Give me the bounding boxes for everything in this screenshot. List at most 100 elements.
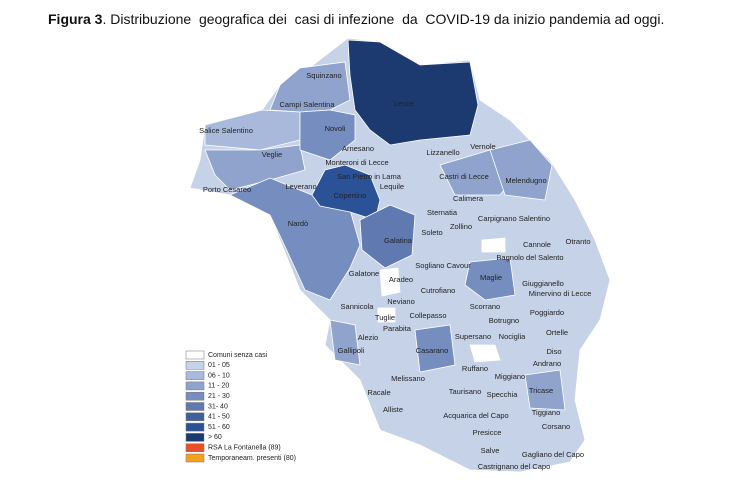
town-label: Sannicola bbox=[341, 302, 375, 311]
town-label: Vernole bbox=[470, 142, 495, 151]
town-label: Ortelle bbox=[546, 328, 568, 337]
legend-swatch bbox=[185, 422, 205, 432]
legend-label: 21 - 30 bbox=[208, 393, 230, 400]
town-label: Lizzanello bbox=[426, 148, 459, 157]
town-label: Otranto bbox=[565, 237, 590, 246]
town-label: Alliste bbox=[383, 405, 403, 414]
town-label: Tricase bbox=[529, 386, 553, 395]
town-label: San Pietro in Lama bbox=[337, 172, 402, 181]
town-label: Aradeo bbox=[389, 275, 413, 284]
legend-label: 01 - 05 bbox=[208, 362, 230, 369]
legend-label: 06 - 10 bbox=[208, 372, 230, 379]
town-label: Tuglie bbox=[375, 313, 395, 322]
town-label: Supersano bbox=[455, 332, 491, 341]
town-label: Miggiano bbox=[495, 372, 525, 381]
legend-swatch bbox=[185, 402, 205, 411]
town-label: Alezio bbox=[358, 333, 378, 342]
town-label: Nardò bbox=[288, 219, 308, 228]
region bbox=[299, 109, 356, 161]
legend-swatch bbox=[185, 391, 205, 401]
region bbox=[489, 139, 553, 201]
town-label: Lequile bbox=[380, 182, 404, 191]
town-label: Veglie bbox=[262, 150, 282, 159]
town-label: Monteroni di Lecce bbox=[325, 158, 388, 167]
town-label: Specchia bbox=[487, 390, 519, 399]
legend-swatch bbox=[185, 412, 205, 422]
regions bbox=[189, 37, 611, 473]
town-label: Calimera bbox=[453, 194, 484, 203]
region bbox=[329, 319, 361, 366]
town-label: Diso bbox=[546, 347, 561, 356]
legend-swatch bbox=[185, 433, 205, 442]
town-label: Melissano bbox=[391, 374, 425, 383]
town-label: Copertino bbox=[334, 191, 367, 200]
legend-label: 31- 40 bbox=[208, 403, 228, 410]
town-label: Giuggianello bbox=[522, 279, 564, 288]
region bbox=[414, 324, 456, 373]
town-label: Scorrano bbox=[470, 302, 500, 311]
region bbox=[377, 307, 396, 323]
town-label: Maglie bbox=[480, 273, 502, 282]
town-label: Collepasso bbox=[409, 311, 446, 320]
town-label: Sogliano Cavour bbox=[415, 261, 471, 270]
town-label: Botrugno bbox=[489, 316, 519, 325]
region bbox=[359, 204, 416, 269]
town-label: Tiggiano bbox=[532, 408, 561, 417]
town-label: Gallipoli bbox=[338, 346, 365, 355]
town-label: Poggiardo bbox=[530, 308, 564, 317]
legend-swatch bbox=[185, 443, 205, 452]
town-label: Galatone bbox=[349, 269, 379, 278]
town-label: Gagliano del Capo bbox=[522, 450, 584, 459]
town-label: Casarano bbox=[416, 346, 449, 355]
figure-title: Figura 3. Distribuzione geografica dei c… bbox=[48, 11, 664, 27]
town-label: Parabita bbox=[383, 324, 412, 333]
figure-label: Figura 3 bbox=[48, 11, 103, 27]
town-label: Novoli bbox=[325, 124, 346, 133]
town-label: Squinzano bbox=[306, 71, 341, 80]
town-labels: Squinzano Campi Salentina Lecce Novoli Salic… bbox=[199, 71, 591, 471]
town-label: Salve bbox=[481, 446, 500, 455]
town-label: Soleto bbox=[421, 228, 442, 237]
town-label: Zollino bbox=[450, 222, 472, 231]
town-label: Neviano bbox=[387, 297, 415, 306]
town-label: Porto Cesareo bbox=[203, 185, 251, 194]
town-label: Sternatia bbox=[427, 208, 458, 217]
region bbox=[481, 237, 506, 253]
legend-label: Comuni senza casi bbox=[208, 352, 268, 359]
region bbox=[469, 344, 501, 363]
legend: Comuni senza casi 01 - 05 06 - 10 11 - 20 21… bbox=[185, 350, 296, 463]
legend-swatch bbox=[185, 371, 205, 380]
legend-label: 41 - 50 bbox=[208, 414, 230, 421]
town-label: Taurisano bbox=[449, 387, 482, 396]
town-label: Minervino di Lecce bbox=[529, 289, 592, 298]
town-label: Acquarica del Capo bbox=[443, 411, 508, 420]
town-label: Ruffano bbox=[462, 364, 488, 373]
legend-swatch bbox=[185, 381, 205, 391]
town-label: Campi Salentina bbox=[279, 100, 335, 109]
region bbox=[204, 144, 306, 191]
town-label: Corsano bbox=[542, 422, 570, 431]
town-label: Nociglia bbox=[499, 332, 527, 341]
town-label: Castri di Lecce bbox=[439, 172, 489, 181]
town-label: Cutrofiano bbox=[421, 286, 456, 295]
region bbox=[464, 257, 516, 301]
town-label: Melendugno bbox=[505, 176, 546, 185]
town-label: Racale bbox=[367, 388, 390, 397]
legend-label: RSA La Fontanella (89) bbox=[208, 445, 281, 452]
region bbox=[379, 267, 401, 297]
town-label: Lecce bbox=[394, 99, 414, 108]
town-label: Presicce bbox=[473, 428, 502, 437]
town-label: Castrignano del Capo bbox=[478, 462, 551, 471]
legend-swatch bbox=[185, 361, 205, 370]
legend-label: > 60 bbox=[208, 434, 222, 441]
figure-caption: . Distribuzione geografica dei casi di i… bbox=[102, 11, 665, 27]
legend-label: 51 - 60 bbox=[208, 424, 230, 431]
town-label: Arnesano bbox=[342, 144, 374, 153]
town-label: Salice Salentino bbox=[199, 126, 253, 135]
legend-swatch bbox=[185, 453, 205, 463]
legend-swatch bbox=[185, 350, 205, 360]
region bbox=[347, 39, 479, 146]
legend-label: Temporaneam. presenti (80) bbox=[208, 455, 296, 462]
